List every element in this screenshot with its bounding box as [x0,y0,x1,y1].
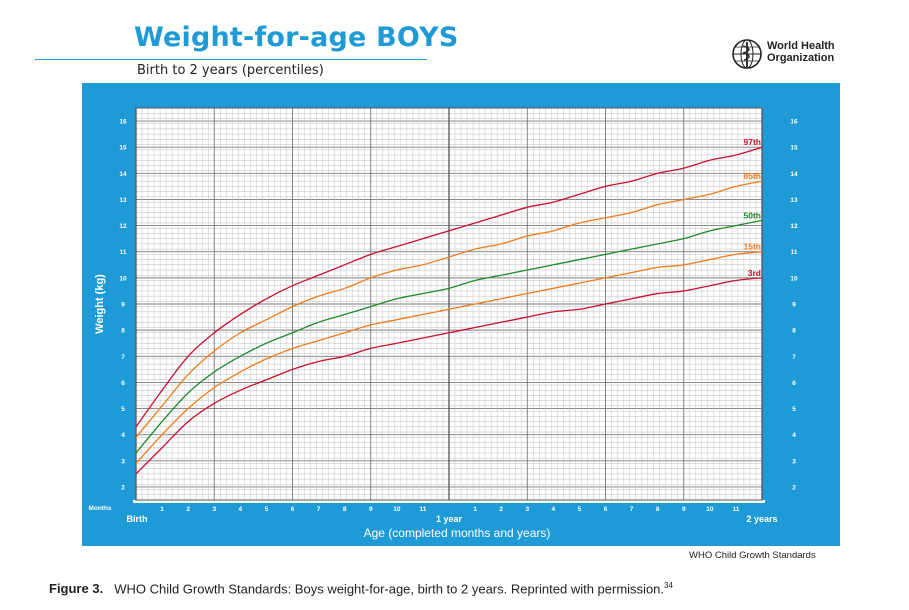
x-tick-label: 1 [473,506,477,513]
x-tick-label: 5 [578,506,582,513]
x-tick-label: 11 [419,506,426,513]
y-tick-label-right: 5 [792,406,796,413]
series-label-3rd: 3rd [748,268,761,278]
series-line-50th [135,219,763,454]
y-tick-label-right: 4 [792,432,796,439]
series-label-15th: 15th [744,242,761,252]
y-tick-label-left: 4 [121,432,125,439]
y-tick-label-right: 7 [792,354,796,361]
y-tick-label-left: 2 [121,484,125,491]
y-tick-label-left: 14 [119,171,127,178]
y-tick-label-left: 5 [121,406,125,413]
y-tick-label-left: 12 [119,223,127,230]
org-line-1: World Health [767,40,835,52]
x-tick-label: 2 [499,506,503,513]
series-line-3rd [135,277,763,475]
x-major-label: 1 year [436,514,463,524]
x-tick-label: 6 [604,506,608,513]
chart-title: Weight-for-age BOYS [134,22,459,53]
caption-label: Figure 3. [49,581,104,597]
series-line-15th [135,251,763,464]
x-tick-label: 4 [239,506,243,513]
series-label-50th: 50th [744,210,761,220]
x-axis-title: Age (completed months and years) [364,526,551,540]
y-tick-label-left: 15 [119,145,127,152]
y-tick-label-right: 9 [792,302,796,309]
x-axis-strip [133,500,765,503]
y-tick-label-left: 16 [119,119,127,126]
x-tick-label: 9 [682,506,686,513]
x-tick-label: 7 [317,506,321,513]
x-tick-label: 9 [369,506,373,513]
y-tick-label-right: 8 [792,328,796,335]
y-tick-label-right: 16 [790,119,798,126]
y-tick-label-left: 11 [120,249,127,256]
organization-name: World Health Organization [767,40,835,64]
y-tick-label-right: 11 [791,249,798,256]
figure-caption: Figure 3. WHO Child Growth Standards: Boy… [49,581,673,596]
x-tick-label: 7 [630,506,634,513]
x-tick-label: 3 [212,506,216,513]
caption-reference: 34 [664,581,673,590]
y-tick-label-right: 14 [790,171,798,178]
y-tick-label-right: 12 [790,223,798,230]
org-line-2: Organization [767,52,835,64]
y-tick-label-left: 6 [121,380,125,387]
y-tick-label-left: 13 [119,197,127,204]
y-tick-label-right: 10 [790,275,798,282]
y-tick-label-left: 9 [121,302,125,309]
who-globe-icon [732,39,762,69]
y-tick-label-left: 10 [119,275,127,282]
series-line-97th [135,146,763,428]
x-tick-label: 1 [160,506,164,513]
y-tick-label-right: 13 [790,197,798,204]
x-tick-label: 5 [265,506,269,513]
caption-text: WHO Child Growth Standards: Boys weight-… [114,581,665,597]
x-tick-label: 10 [393,506,401,513]
y-tick-label-left: 7 [121,354,125,361]
x-tick-label: 4 [552,506,556,513]
y-tick-label-right: 6 [792,380,796,387]
x-tick-label: 3 [525,506,529,513]
y-tick-label-left: 8 [121,328,125,335]
x-tick-label: 8 [656,506,660,513]
y-tick-label-right: 15 [790,145,798,152]
x-tick-label: 10 [706,506,714,513]
chart-subtitle: Birth to 2 years (percentiles) [137,63,324,78]
x-tick-label: 6 [291,506,295,513]
y-tick-label-right: 3 [792,458,796,465]
plot-border [135,107,763,501]
y-tick-label-right: 2 [792,484,796,491]
x-tick-label: 11 [732,506,739,513]
series-label-85th: 85th [744,171,761,181]
x-major-label: 2 years [746,514,777,524]
x-axis-months-label: Months [88,505,111,512]
y-axis-title: Weight (kg) [94,274,106,334]
y-tick-label-left: 3 [121,458,125,465]
x-tick-label: 8 [343,506,347,513]
series-line-85th [135,180,763,438]
series-label-97th: 97th [744,137,761,147]
title-underline [35,59,427,60]
standards-label: WHO Child Growth Standards [689,550,816,561]
x-major-label: Birth [127,514,148,524]
x-tick-label: 2 [186,506,190,513]
